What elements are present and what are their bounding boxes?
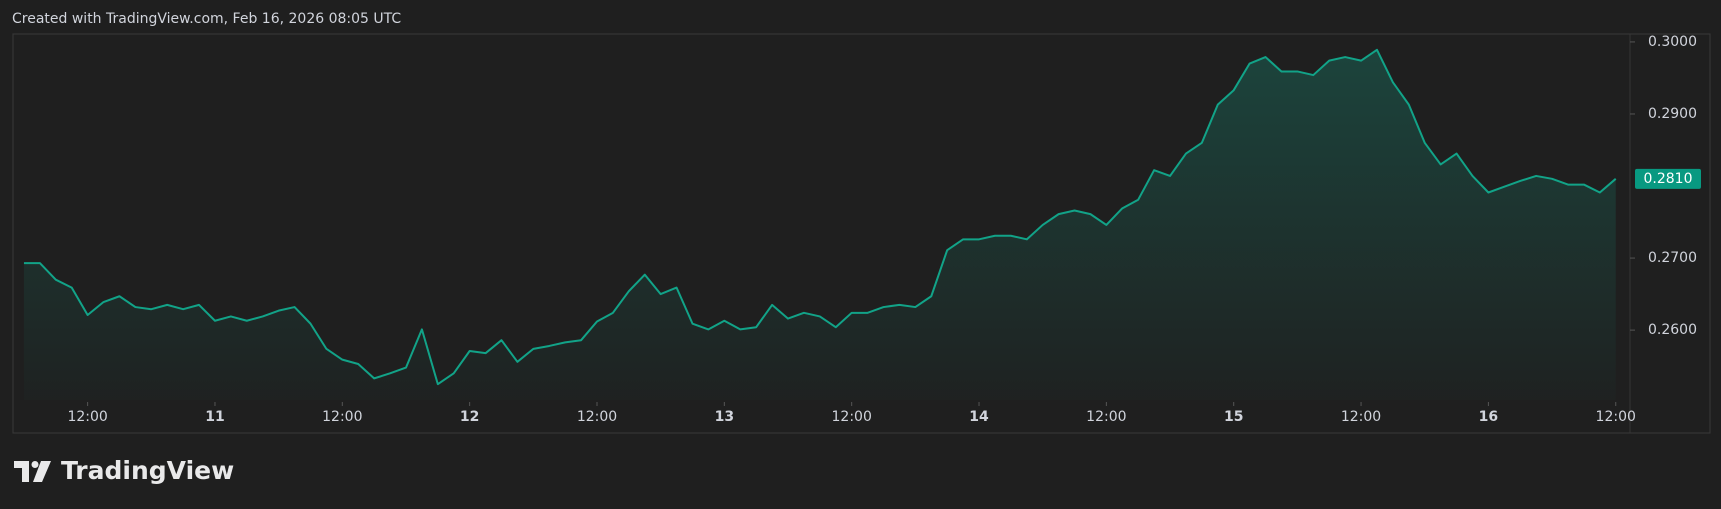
x-tick-label: 12:00 (67, 409, 107, 425)
x-tick-label: 12:00 (832, 409, 872, 425)
x-tick-label: 12 (460, 409, 479, 425)
y-tick-label: 0.2600 (1648, 322, 1697, 338)
y-tick-label: 0.2700 (1648, 250, 1697, 266)
logo-icon (14, 461, 29, 482)
x-tick-label: 16 (1479, 409, 1498, 425)
x-tick-label: 12:00 (1086, 409, 1126, 425)
area-fill (23, 49, 1616, 400)
y-tick-label: 0.2900 (1648, 106, 1697, 122)
price-line (23, 48, 1617, 386)
x-tick-label: 13 (715, 409, 734, 425)
x-tick-label: 15 (1224, 409, 1243, 425)
x-tick-label: 12:00 (322, 409, 362, 425)
logo-icon (31, 461, 39, 468)
logo-text: TradingView (61, 456, 234, 485)
last-price-badge (1635, 168, 1701, 189)
x-tick-label: 14 (969, 409, 989, 425)
chart-frame (12, 33, 1711, 434)
x-tick-label: 12:00 (1341, 409, 1381, 425)
logo-icon (33, 461, 51, 482)
x-tick-label: 12:00 (1596, 409, 1636, 425)
x-tick-label: 12:00 (577, 409, 617, 425)
chart-title: Created with TradingView.com, Feb 16, 20… (12, 11, 401, 27)
last-price-label: 0.2810 (1644, 171, 1693, 187)
logo: TradingView (14, 456, 234, 485)
y-tick-label: 0.3000 (1648, 34, 1697, 50)
x-tick-label: 11 (205, 409, 224, 425)
